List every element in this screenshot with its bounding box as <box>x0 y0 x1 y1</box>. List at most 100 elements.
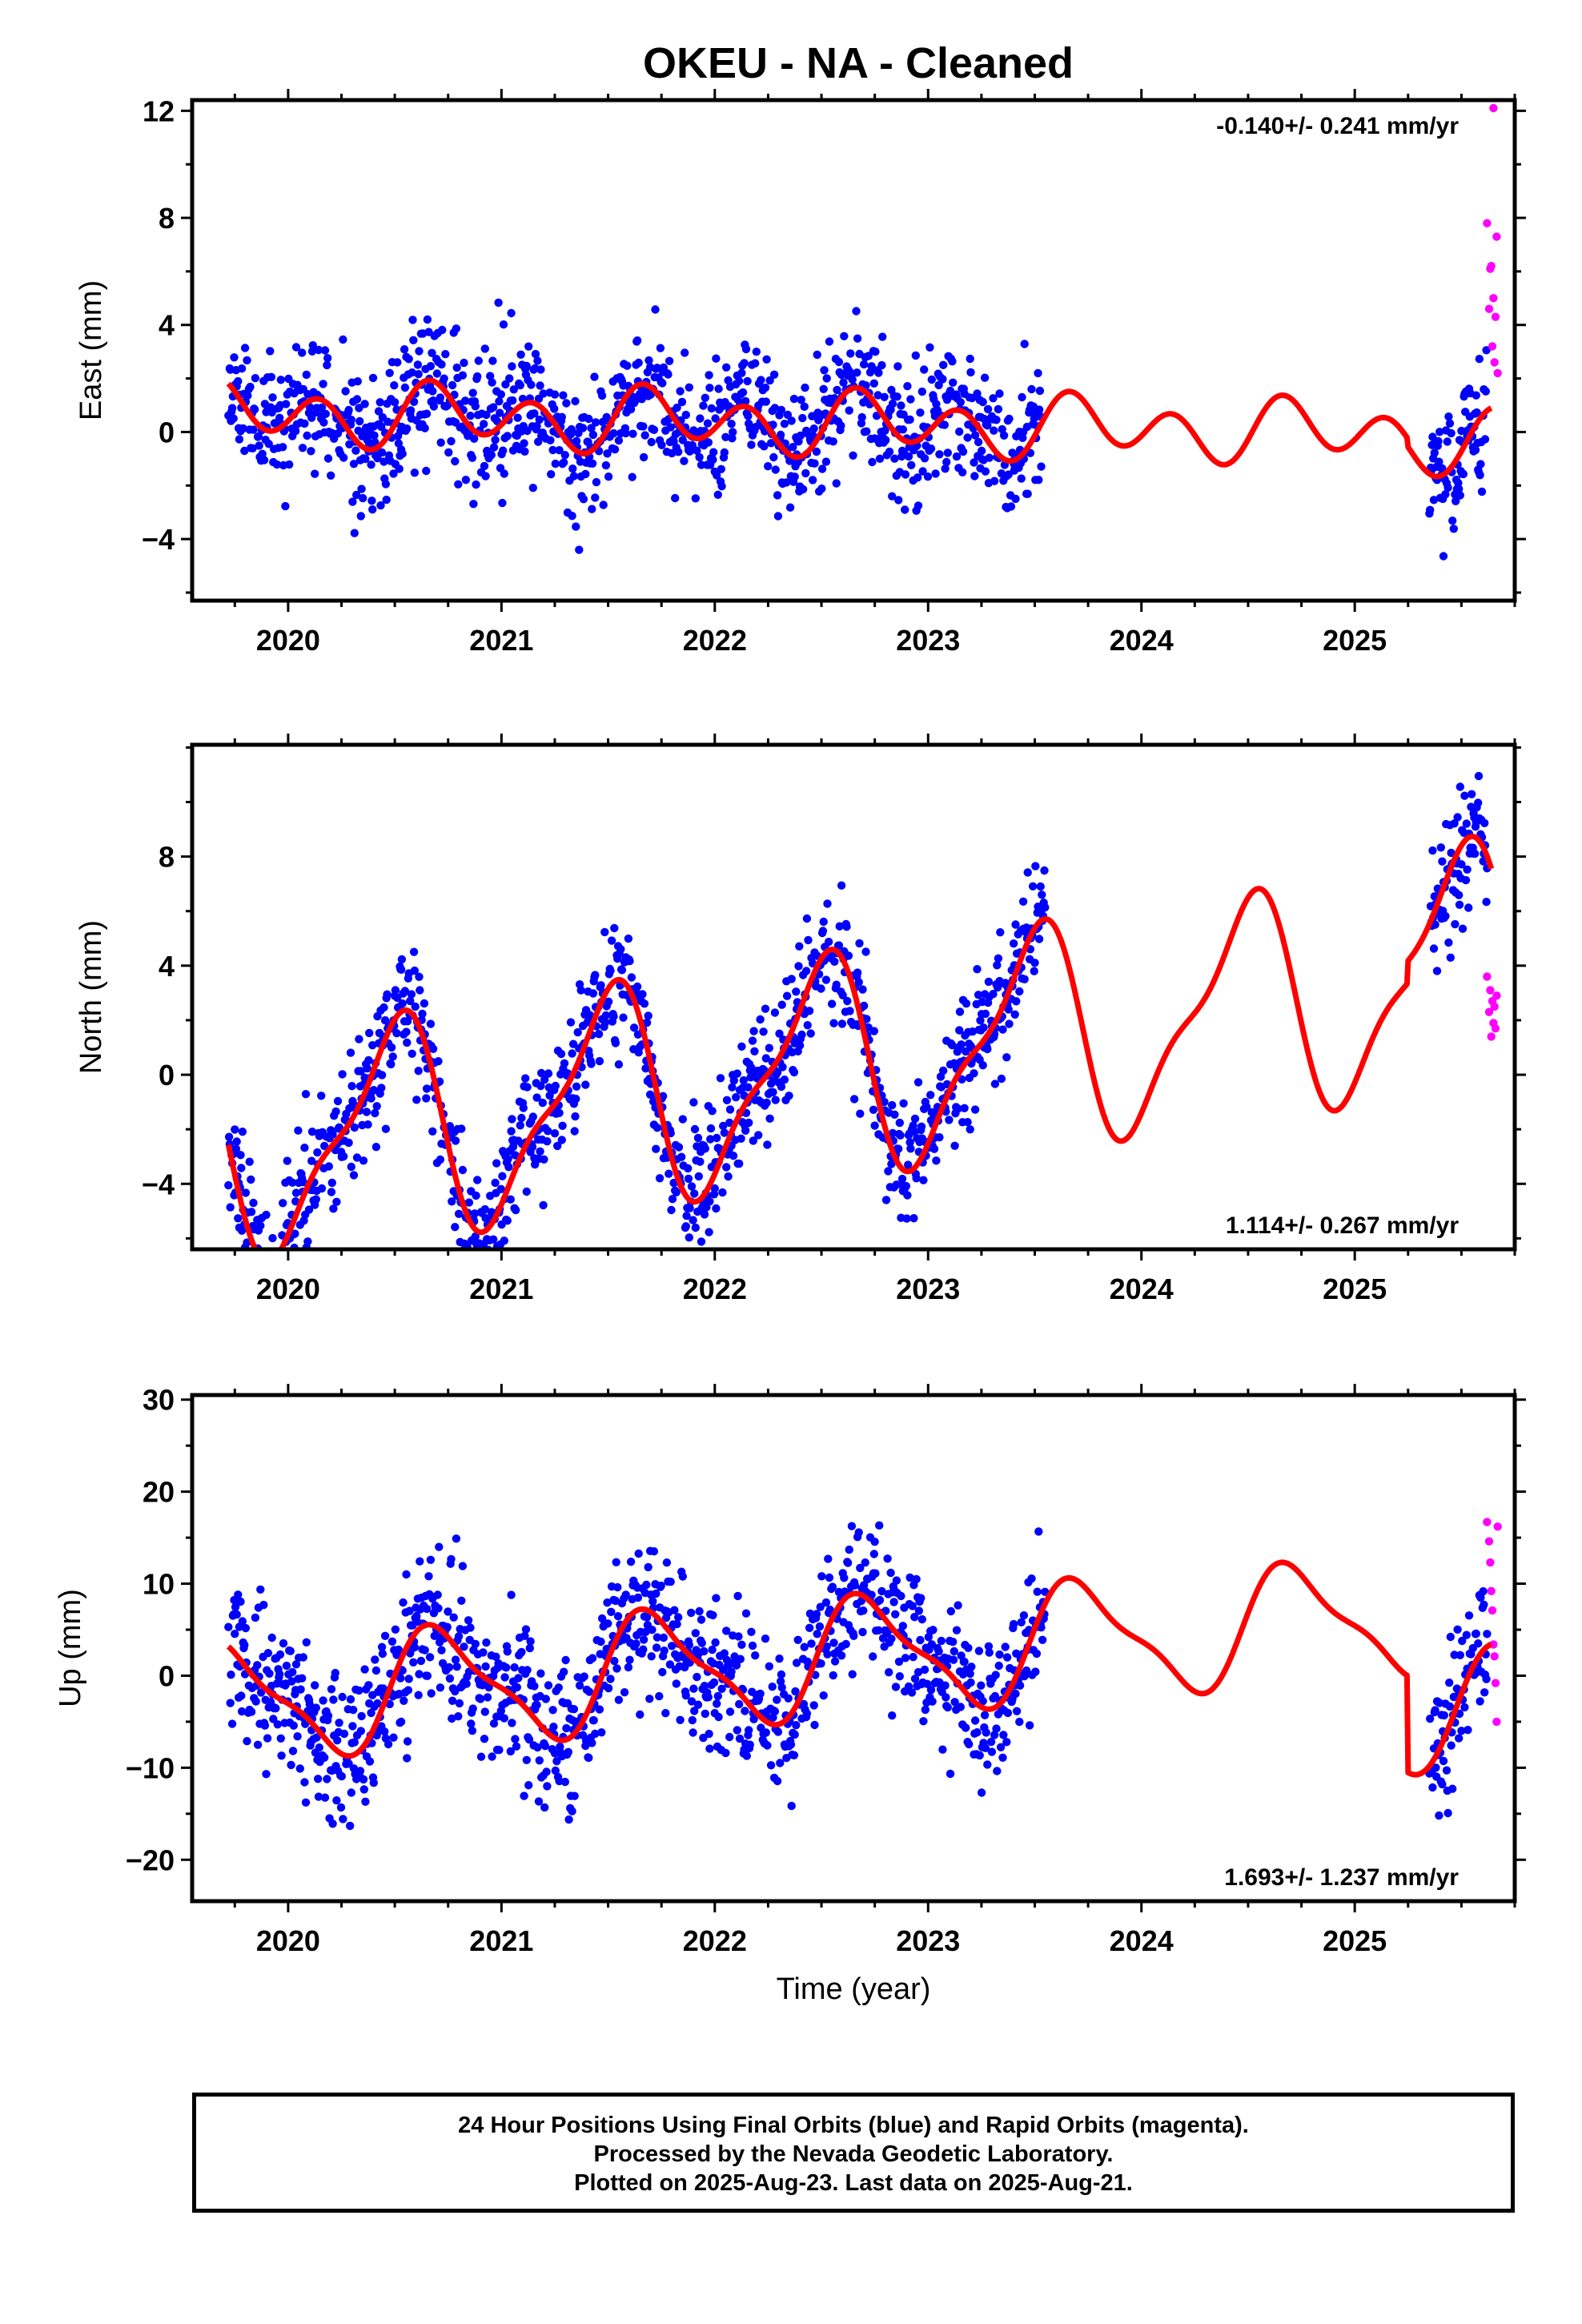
data-point <box>732 1661 741 1670</box>
data-point <box>1439 1711 1449 1720</box>
data-point <box>379 457 388 466</box>
data-point <box>974 1647 984 1655</box>
data-point <box>262 1210 271 1220</box>
data-point <box>935 450 944 459</box>
data-point <box>762 355 771 364</box>
data-point <box>249 1198 258 1208</box>
data-point <box>303 431 311 440</box>
data-point <box>678 436 687 444</box>
data-point <box>682 1212 691 1220</box>
data-point <box>745 1726 753 1735</box>
data-point <box>480 420 488 428</box>
data-point <box>1458 924 1468 933</box>
data-point <box>676 387 685 396</box>
data-point <box>634 1549 643 1558</box>
data-point <box>666 423 675 432</box>
data-point <box>362 1108 371 1116</box>
data-point <box>621 1590 630 1599</box>
data-point <box>693 1672 701 1682</box>
data-point <box>490 1264 498 1272</box>
data-point <box>628 472 636 481</box>
rapid-point <box>1489 103 1498 113</box>
data-point <box>285 460 294 469</box>
data-point <box>737 368 746 377</box>
data-point <box>740 359 749 368</box>
data-point <box>604 472 613 481</box>
data-point <box>336 1803 346 1812</box>
data-point <box>892 1576 901 1585</box>
data-point <box>856 1109 865 1118</box>
data-point <box>488 356 497 365</box>
data-point <box>1464 903 1473 912</box>
data-point <box>642 1018 652 1027</box>
chart-title: OKEU - NA - Cleaned <box>643 39 1074 87</box>
y-tick-label: 4 <box>159 309 175 342</box>
data-point <box>901 505 909 514</box>
data-point <box>256 1585 265 1594</box>
data-point <box>939 1066 948 1076</box>
data-point <box>542 1767 551 1776</box>
data-point <box>792 1721 801 1730</box>
data-point <box>1476 460 1485 468</box>
data-point <box>641 1064 650 1073</box>
data-point <box>624 934 633 943</box>
data-point <box>929 1626 938 1634</box>
data-point <box>955 427 964 436</box>
data-point <box>594 1030 604 1039</box>
data-point <box>1036 882 1045 891</box>
data-point <box>597 1728 606 1737</box>
data-point <box>942 457 951 467</box>
data-point <box>1034 476 1043 485</box>
data-point <box>1439 1756 1448 1766</box>
data-point <box>685 383 693 392</box>
data-point <box>279 1638 288 1648</box>
data-point <box>711 1638 720 1647</box>
model-curve <box>226 377 1493 480</box>
data-point <box>705 384 714 392</box>
data-point <box>920 365 929 374</box>
data-point <box>509 385 518 394</box>
data-point <box>383 990 391 999</box>
data-point <box>496 390 505 399</box>
data-point <box>647 437 656 447</box>
data-point <box>903 1191 912 1200</box>
data-point <box>1480 1600 1488 1610</box>
data-point <box>700 1647 709 1656</box>
data-point <box>787 416 796 425</box>
data-point <box>247 1175 255 1184</box>
data-point <box>909 1214 918 1223</box>
data-point <box>989 394 998 403</box>
data-point <box>1020 975 1029 984</box>
data-point <box>323 1775 331 1783</box>
data-point <box>919 1176 928 1184</box>
data-point <box>868 457 877 467</box>
data-point <box>503 1647 512 1656</box>
data-point <box>958 1075 966 1084</box>
rapid-point <box>1483 1518 1492 1526</box>
data-point <box>763 1741 772 1750</box>
data-point <box>422 466 431 476</box>
data-point <box>376 501 385 510</box>
data-point <box>720 448 729 457</box>
data-point <box>881 1196 891 1204</box>
data-point <box>434 1604 443 1613</box>
x-tick-label: 2022 <box>683 1273 747 1305</box>
data-point <box>1002 1053 1011 1062</box>
data-point <box>705 1197 714 1206</box>
rapid-point <box>1493 368 1502 378</box>
data-point <box>356 1727 365 1735</box>
data-point <box>227 404 237 412</box>
data-point <box>1012 1649 1021 1658</box>
data-point <box>685 1204 694 1212</box>
data-point <box>763 1140 772 1149</box>
data-point <box>572 1082 581 1092</box>
data-point <box>890 454 899 463</box>
data-point <box>796 431 805 440</box>
data-point <box>828 1582 837 1591</box>
data-point <box>319 1696 327 1705</box>
data-point <box>1441 490 1450 499</box>
data-point <box>833 385 841 395</box>
data-point <box>784 1694 793 1703</box>
data-point <box>751 1651 760 1660</box>
